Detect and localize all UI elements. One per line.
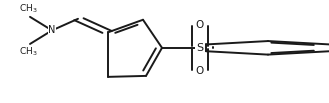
Text: O: O bbox=[196, 20, 204, 30]
Text: CH$_3$: CH$_3$ bbox=[19, 2, 38, 15]
Text: O: O bbox=[196, 66, 204, 76]
Text: S: S bbox=[196, 43, 204, 53]
Text: CH$_3$: CH$_3$ bbox=[19, 46, 38, 58]
Text: N: N bbox=[48, 25, 56, 35]
